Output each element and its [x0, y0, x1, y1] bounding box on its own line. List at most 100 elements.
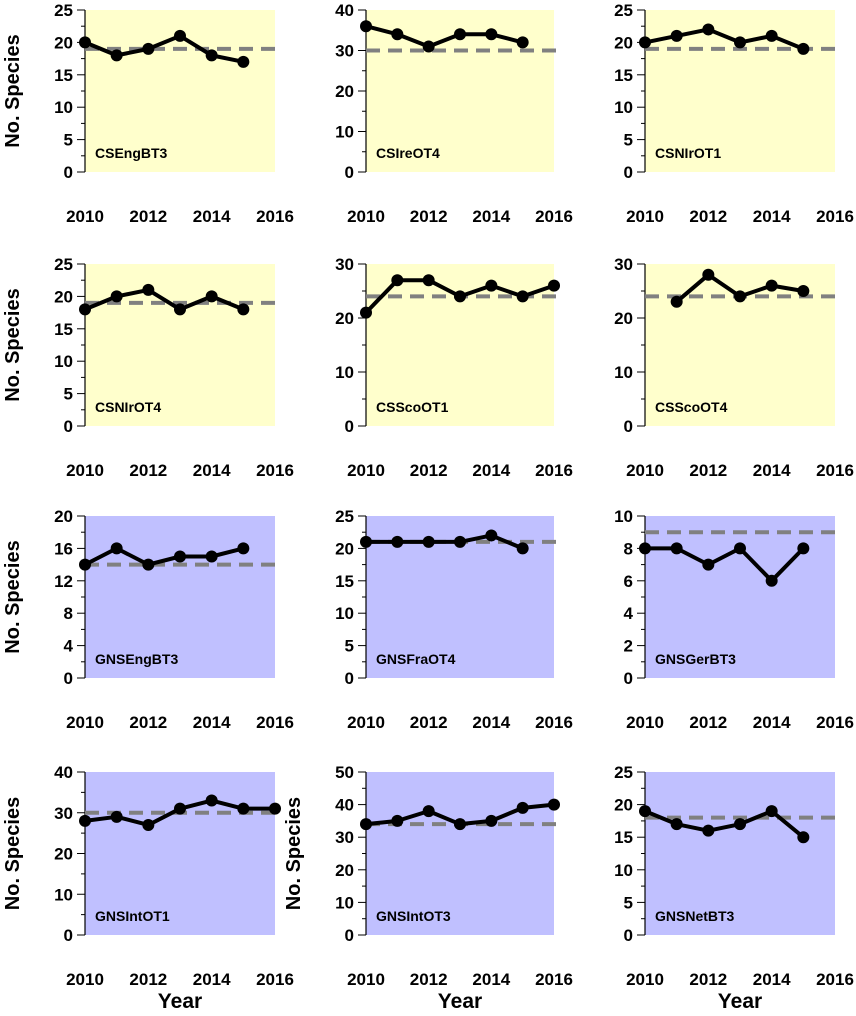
x-tick-label: 2016 — [816, 207, 854, 226]
panel-label: CSNIrOT4 — [95, 399, 161, 415]
data-point — [110, 290, 123, 303]
data-point — [360, 306, 372, 319]
y-tick-label: 2 — [624, 637, 633, 656]
panel-GNSEngBT3: 0 4 8 12 16 20 2010 2012 2014 2016 GNSEngBT3 No. Sp… — [2, 507, 294, 732]
data-point — [205, 550, 218, 563]
x-tick-label: 2014 — [753, 207, 791, 226]
x-tick-label: 2012 — [410, 207, 448, 226]
y-tick-label: 10 — [335, 604, 354, 623]
y-tick-label: 10 — [614, 861, 633, 880]
y-tick-label: 30 — [54, 804, 73, 823]
x-tick-label: 2016 — [256, 207, 294, 226]
y-tick-label: 0 — [64, 417, 73, 436]
y-tick-label: 40 — [335, 1, 354, 20]
y-tick-label: 25 — [54, 1, 73, 20]
panel-CSNIrOT1: 0 5 10 15 20 25 2010 2012 2014 2016 CSNIrOT1 — [614, 1, 854, 226]
x-tick-label: 2012 — [689, 461, 727, 480]
x-axis-title: Year — [718, 990, 762, 1013]
panel-CSScoOT4: 0 10 20 30 2010 2012 2014 2016 CSScoOT4 — [614, 255, 854, 480]
y-tick-label: 10 — [614, 363, 633, 382]
panel-GNSGerBT3: 0 2 4 6 8 10 2010 2012 2014 2016 GNSGerBT3 — [614, 507, 854, 732]
panel-CSIreOT4: 0 10 20 30 40 2010 2012 2014 2016 CSIreOT4 — [335, 1, 573, 226]
x-tick-label: 2014 — [472, 713, 510, 732]
panel-CSEngBT3: 0 5 10 15 20 25 2010 2012 2014 2016 CSEngBT3 No. Sp… — [2, 1, 294, 226]
x-tick-label: 2010 — [347, 461, 385, 480]
y-tick-label: 25 — [614, 763, 633, 782]
x-tick-label: 2016 — [535, 713, 573, 732]
y-tick-label: 4 — [64, 637, 74, 656]
data-point — [391, 535, 404, 548]
x-tick-label: 2010 — [347, 713, 385, 732]
x-tick-label: 2010 — [66, 207, 104, 226]
data-point — [485, 28, 498, 41]
x-axis-title: Year — [438, 990, 482, 1013]
data-point — [174, 29, 186, 42]
panel-label: GNSIntOT3 — [376, 908, 451, 924]
x-tick-label: 2016 — [535, 207, 573, 226]
data-point — [422, 535, 435, 548]
x-tick-label: 2014 — [753, 713, 791, 732]
y-tick-label: 25 — [335, 507, 354, 526]
y-tick-label: 10 — [335, 123, 354, 142]
data-point — [174, 802, 186, 815]
x-tick-label: 2010 — [626, 207, 664, 226]
data-point — [237, 303, 250, 316]
data-point — [702, 23, 715, 36]
data-point — [765, 574, 778, 587]
y-tick-label: 10 — [54, 885, 73, 904]
y-tick-label: 30 — [335, 255, 354, 274]
panel-label: GNSFraOT4 — [376, 651, 456, 667]
y-tick-label: 15 — [614, 828, 633, 847]
panel-CSScoOT1: 0 10 20 30 2010 2012 2014 2016 CSScoOT1 — [335, 255, 573, 480]
data-point — [205, 49, 218, 62]
x-tick-label: 2016 — [256, 461, 294, 480]
x-tick-label: 2016 — [816, 970, 854, 989]
data-point — [670, 295, 683, 308]
data-point — [110, 49, 123, 62]
y-tick-label: 20 — [54, 33, 73, 52]
data-point — [174, 550, 186, 563]
data-point — [454, 535, 466, 548]
y-tick-label: 15 — [335, 572, 354, 591]
data-point — [765, 279, 778, 292]
panel-GNSIntOT3: 0 10 20 30 40 50 2010 2012 2014 2016 GNSIntOT3 No. … — [283, 763, 573, 1013]
y-tick-label: 0 — [64, 926, 73, 945]
y-tick-label: 0 — [624, 163, 633, 182]
y-tick-label: 30 — [335, 42, 354, 61]
data-point — [360, 818, 372, 831]
data-point — [702, 558, 715, 571]
x-tick-label: 2010 — [66, 713, 104, 732]
x-tick-label: 2012 — [129, 713, 167, 732]
y-tick-label: 16 — [54, 539, 73, 558]
data-point — [79, 814, 91, 827]
x-tick-label: 2012 — [410, 713, 448, 732]
data-point — [639, 36, 651, 49]
data-point — [79, 303, 91, 316]
y-axis-title: No. Species — [2, 540, 24, 653]
y-tick-label: 0 — [624, 926, 633, 945]
panel-label: GNSEngBT3 — [95, 651, 178, 667]
panel-label: CSNIrOT1 — [655, 145, 721, 161]
x-tick-label: 2010 — [66, 461, 104, 480]
data-point — [548, 798, 560, 811]
data-point — [516, 801, 529, 814]
y-tick-label: 5 — [64, 385, 73, 404]
x-tick-label: 2012 — [410, 970, 448, 989]
panel-label: CSEngBT3 — [95, 145, 168, 161]
data-point — [797, 42, 810, 55]
x-tick-label: 2016 — [256, 713, 294, 732]
x-tick-label: 2014 — [753, 461, 791, 480]
y-tick-label: 6 — [624, 572, 633, 591]
x-tick-label: 2012 — [689, 207, 727, 226]
y-tick-label: 0 — [345, 417, 354, 436]
data-point — [205, 290, 218, 303]
y-tick-label: 50 — [335, 763, 354, 782]
panel-GNSFraOT4: 0 5 10 15 20 25 2010 2012 2014 2016 GNSFraOT4 — [335, 507, 573, 732]
panel-label: CSIreOT4 — [376, 145, 440, 161]
plot-background — [645, 772, 835, 935]
data-point — [670, 542, 683, 555]
y-tick-label: 20 — [54, 507, 73, 526]
y-tick-label: 30 — [614, 255, 633, 274]
panel-label: CSScoOT1 — [376, 399, 449, 415]
data-point — [237, 55, 250, 68]
